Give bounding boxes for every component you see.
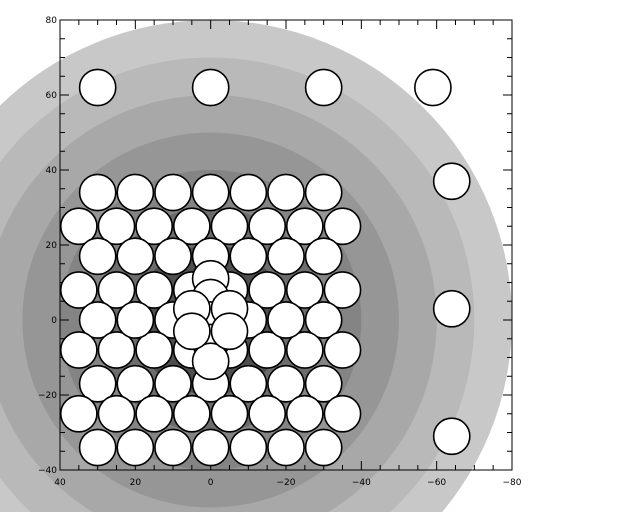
data-point	[116, 173, 155, 212]
data-point	[191, 342, 230, 381]
data-point	[323, 331, 362, 369]
data-point	[154, 364, 192, 403]
data-point	[172, 394, 211, 433]
data-point	[97, 331, 136, 369]
data-point	[304, 364, 343, 403]
data-point	[323, 394, 362, 433]
data-point	[229, 364, 268, 403]
y-tick-label: 40	[46, 166, 58, 176]
data-point	[59, 331, 98, 369]
data-point	[59, 207, 98, 246]
data-point	[116, 237, 155, 276]
y-tick-label: 60	[46, 91, 58, 101]
data-point	[116, 364, 155, 403]
y-tick-label: −20	[38, 391, 57, 401]
data-point	[191, 68, 230, 107]
data-point	[304, 237, 343, 276]
data-point	[97, 207, 136, 246]
data-point	[135, 207, 174, 246]
data-point	[116, 428, 155, 467]
data-point	[229, 173, 268, 212]
x-tick-label: 40	[54, 478, 66, 488]
x-tick-label: 20	[130, 478, 142, 488]
data-point	[116, 301, 155, 339]
tick-labels: 40 20 0 −20 −40 −60 −80 −40 −20 0 20 40 60 80	[38, 16, 522, 488]
data-point	[285, 331, 324, 369]
data-point	[248, 331, 287, 369]
data-point	[323, 207, 362, 246]
data-point	[304, 301, 343, 339]
data-point	[248, 394, 287, 433]
data-point	[191, 428, 230, 467]
data-point	[304, 428, 343, 467]
x-tick-label: −20	[277, 478, 296, 488]
y-tick-label: −40	[38, 466, 57, 476]
data-point	[285, 271, 324, 309]
data-point	[285, 394, 324, 433]
data-point	[304, 68, 343, 107]
y-tick-label: 20	[46, 241, 58, 251]
y-tick-label: 80	[46, 16, 58, 26]
data-point	[267, 301, 305, 339]
data-point	[248, 207, 287, 246]
data-point	[154, 237, 192, 276]
x-tick-label: −80	[503, 478, 522, 488]
y-tick-label: 0	[51, 316, 57, 326]
data-point	[154, 428, 192, 467]
data-point	[210, 312, 249, 351]
data-point	[78, 428, 117, 467]
data-point	[78, 68, 117, 107]
data-point	[229, 237, 268, 276]
data-point	[172, 207, 211, 246]
data-point	[78, 173, 117, 212]
data-point	[210, 394, 249, 433]
data-point	[304, 173, 343, 212]
data-point	[267, 237, 305, 276]
data-point	[191, 173, 230, 212]
data-point	[432, 289, 471, 328]
data-point	[432, 417, 471, 456]
data-point	[59, 271, 98, 309]
data-points	[59, 68, 471, 467]
data-point	[78, 364, 117, 403]
data-point	[210, 207, 249, 246]
data-point	[78, 237, 117, 276]
data-point	[135, 271, 174, 309]
data-point	[135, 331, 174, 369]
data-point	[59, 394, 98, 433]
data-point	[432, 162, 471, 201]
data-point	[97, 394, 136, 433]
data-point	[323, 271, 362, 309]
data-point	[229, 428, 268, 467]
data-point	[154, 173, 192, 212]
data-point	[267, 173, 305, 212]
x-tick-label: 0	[208, 478, 214, 488]
data-point	[267, 364, 305, 403]
data-point	[248, 271, 287, 309]
x-tick-label: −60	[427, 478, 446, 488]
data-point	[172, 312, 211, 351]
data-point	[78, 301, 117, 339]
data-point	[97, 271, 136, 309]
data-point	[135, 394, 174, 433]
data-point	[267, 428, 305, 467]
data-point	[285, 207, 324, 246]
data-point	[414, 68, 452, 107]
x-tick-label: −40	[352, 478, 371, 488]
